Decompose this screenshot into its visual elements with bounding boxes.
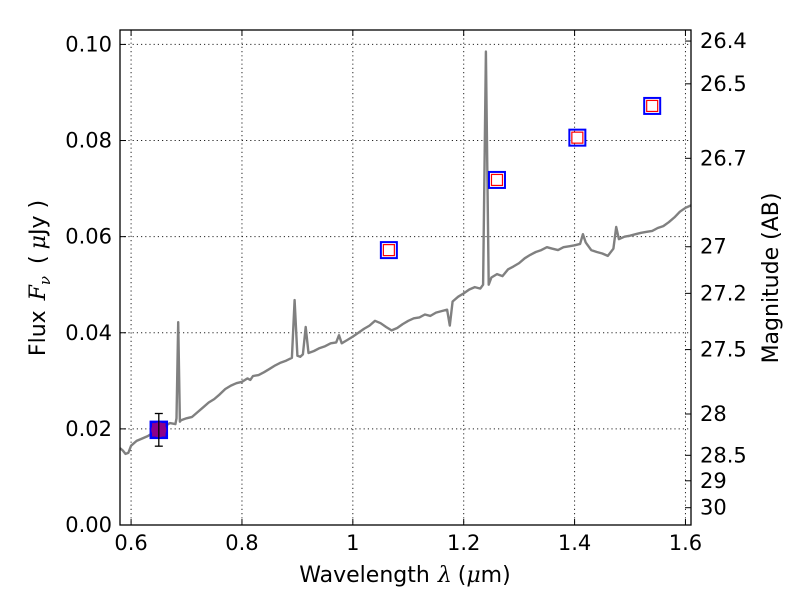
photometry-point xyxy=(487,170,506,189)
photometry-square-inner xyxy=(646,99,659,113)
spectrum-line xyxy=(119,50,692,456)
y-axis-title-text: Flux xyxy=(26,310,51,356)
x-axis-title-symbol: λ xyxy=(437,563,452,588)
y-axis-title-subscript: ν xyxy=(36,276,54,285)
photometry-point xyxy=(568,128,587,147)
y2-tick-label: 27.5 xyxy=(700,338,747,362)
y-axis-title-unit-mu: μ xyxy=(26,235,51,249)
x-tick-label: 1.6 xyxy=(669,531,702,555)
plot-frame xyxy=(119,29,692,526)
x-tick-label: 1.2 xyxy=(447,531,480,555)
photometry-point xyxy=(643,96,662,115)
y2-axis-title: Magnitude (AB) xyxy=(759,193,784,364)
photometry-square-inner xyxy=(490,173,504,187)
y-tick-label: 0.02 xyxy=(65,417,112,441)
x-axis-title-unit-rest: m) xyxy=(481,563,511,588)
y-tick-label: 0.00 xyxy=(65,513,112,537)
y-tick-label: 0.08 xyxy=(65,129,112,153)
x-axis-title-unit-open: ( xyxy=(458,563,467,588)
y2-tick-label: 28 xyxy=(700,402,727,426)
photometry-square-outer xyxy=(379,241,398,260)
photometry-square-outer xyxy=(487,170,506,189)
photometry-square-inner xyxy=(382,244,395,257)
observed-point xyxy=(149,412,169,447)
x-axis-title-text: Wavelength xyxy=(299,563,430,588)
photometry-square-outer xyxy=(643,96,662,115)
y2-tick-label: 27.2 xyxy=(700,281,747,305)
y2-tick-label: 26.7 xyxy=(700,146,747,170)
x-axis-title: Wavelength λ (μm) xyxy=(299,563,510,588)
axes: 0.6 0.8 1 1.2 1.4 1.6 0.00 0.02 0.04 0.06 0.08 0.10… xyxy=(65,29,747,555)
y-axis-title-unit-open: ( xyxy=(26,255,51,264)
y-axis-title-unit-rest: Jy ) xyxy=(26,200,51,237)
y-tick-label: 0.04 xyxy=(65,321,112,345)
photometry-point xyxy=(379,241,398,260)
x-tick-label: 1 xyxy=(346,531,359,555)
y2-tick-label: 26.4 xyxy=(700,29,747,53)
x-tick-label: 0.6 xyxy=(114,531,147,555)
photometry-square-outer xyxy=(568,128,587,147)
y2-tick-label: 26.5 xyxy=(700,72,747,96)
photometry-points xyxy=(149,96,662,447)
y2-tick-label: 29 xyxy=(700,469,727,493)
y-tick-label: 0.10 xyxy=(65,32,112,56)
x-axis-title-unit-mu: μ xyxy=(466,563,480,588)
y2-tick-label: 27 xyxy=(700,235,727,259)
y-tick-label: 0.06 xyxy=(65,225,112,249)
grid-lines xyxy=(120,30,691,525)
photometry-square-inner xyxy=(571,131,584,144)
y2-tick-label: 28.5 xyxy=(700,443,747,467)
x-tick-label: 0.8 xyxy=(225,531,258,555)
y-axis-title-symbol: F xyxy=(26,284,51,301)
x-tick-label: 1.4 xyxy=(558,531,591,555)
spectrum-series xyxy=(119,50,692,456)
y2-tick-label: 30 xyxy=(700,496,727,520)
y-axis-title: Flux Fν ( μJy ) xyxy=(26,200,54,356)
